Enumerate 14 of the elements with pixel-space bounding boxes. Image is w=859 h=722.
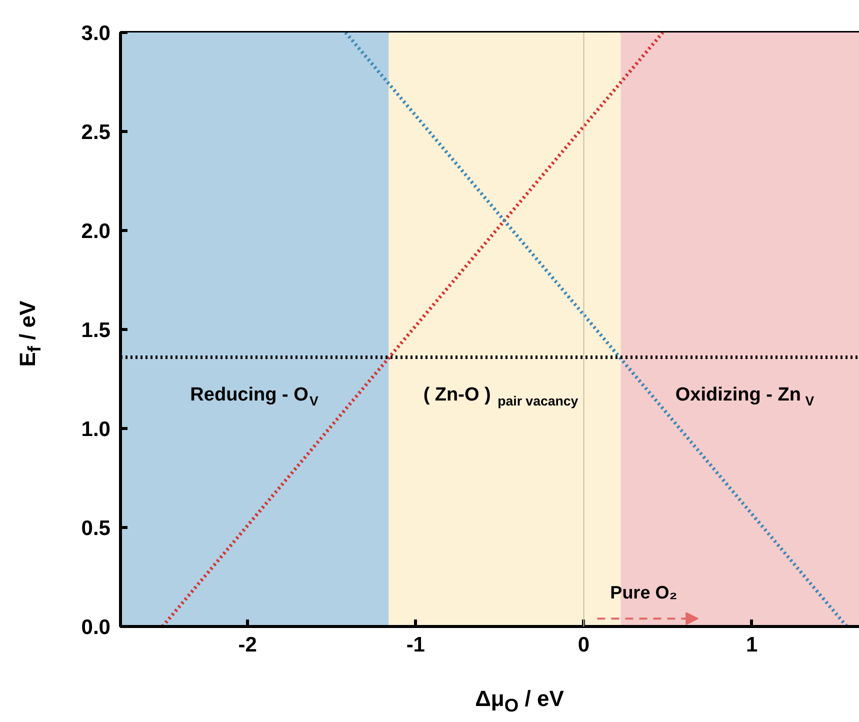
y-tick-label: 3.0 (81, 22, 111, 45)
x-tick-label: -1 (406, 634, 426, 656)
y-tick-label: 2.5 (81, 121, 111, 144)
annotation: Pure O₂ (610, 582, 678, 603)
x-tick-label: 0 (578, 634, 590, 656)
y-tick-label: 2.0 (81, 220, 111, 243)
y-tick-label: 0.0 (81, 616, 111, 639)
x-tick-label: 1 (746, 634, 758, 656)
x-axis-title: Δμ$_{O}$ / eV (475, 685, 564, 718)
y-tick-label: 1.5 (81, 319, 111, 342)
band-label: ( Zn-O ) pair vacancy (423, 384, 579, 408)
y-tick-label: 0.5 (81, 517, 111, 540)
y-tick-label: 1.0 (81, 418, 111, 441)
x-tick-label: -2 (238, 634, 257, 656)
